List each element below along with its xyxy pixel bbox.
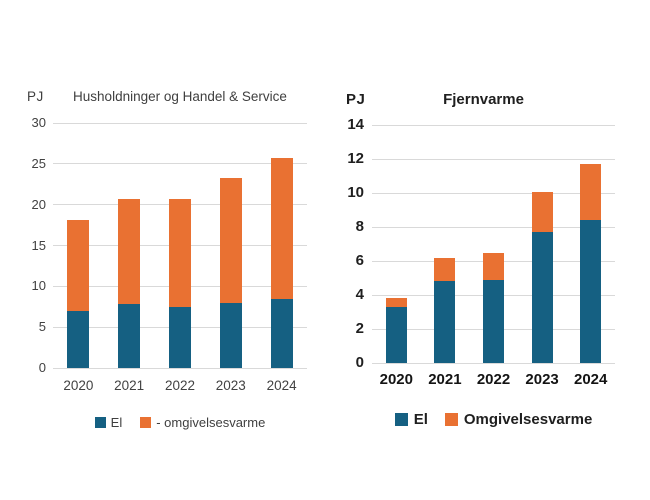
plot-area: 0 2 4 6 8 10 12 14 2020 2021 2022 2023 2024 [347,116,615,388]
bar-segment-omgivelsesvarme [118,198,141,305]
y-tick-label: 14 [347,116,364,133]
y-tick-label: 20 [31,196,46,212]
legend-swatch-el [394,413,408,426]
bar-segment-el [270,298,293,368]
bar-segment-omgivelsesvarme [169,198,191,307]
x-tick-label: 2022 [164,378,196,393]
gridline [53,367,307,369]
y-tick-label: 6 [355,252,364,269]
plot-area: 0 5 10 15 20 25 30 2020 2021 2022 2023 2024 [32,115,307,393]
x-tick-label: 2022 [476,371,511,388]
x-tick-label: 2021 [114,378,145,393]
chart-title: Husholdninger og Handel & Service [73,89,287,104]
gridline [372,124,615,126]
gridline [372,192,615,194]
legend-item-el: El [94,415,123,430]
gridline [372,158,615,160]
bar-segment-omgivelsesvarme [580,164,602,221]
x-tick-label: 2023 [215,378,246,393]
gridline [372,226,615,228]
y-tick-label: 25 [31,155,46,171]
x-tick-label: 2021 [428,371,462,388]
y-tick-label: 12 [347,150,364,167]
bar-segment-omgivelsesvarme [270,158,293,299]
gridline [53,163,307,165]
x-tick-label: 2020 [63,378,94,393]
chart-title: Fjernvarme [443,91,524,108]
y-tick-label: 4 [355,286,364,303]
y-tick-label: 0 [38,360,46,375]
legend-label-el: El [413,411,428,428]
bar-segment-omgivelsesvarme [385,297,407,307]
bar-segment-omgivelsesvarme [483,252,504,280]
y-tick-label: 2 [355,320,364,337]
gridline [372,362,615,364]
gridline [53,122,307,124]
bar-segment-el [169,306,191,368]
legend-swatch-omgivelsesvarme [140,417,152,428]
bar-segment-omgivelsesvarme [219,177,242,303]
legend-label-omgivelsesvarme: - omgivelsesvarme [156,415,266,430]
bar-segment-el [531,232,553,363]
bar-segment-el [434,281,456,363]
bar-segment-el [580,220,602,363]
x-tick-label: 2024 [266,378,297,393]
y-tick-label: 8 [355,218,364,235]
y-tick-label: 30 [31,115,46,130]
y-tick-label: 0 [355,354,364,371]
y-tick-label: 10 [31,278,46,294]
bar-segment-omgivelsesvarme [434,257,456,282]
legend-swatch-omgivelsesvarme [444,413,458,426]
bar-segment-el [219,302,242,368]
bar-segment-el [67,310,90,368]
y-tick-label: 15 [31,237,46,253]
legend-item-omgivelsesvarme: Omgivelsesvarme [444,411,593,428]
x-tick-label: 2023 [525,371,559,388]
bar-segment-el [385,306,407,363]
bar-segment-el [483,279,504,363]
legend: El Omgivelsesvarme [362,411,625,428]
y-axis-unit-label: PJ [346,91,366,108]
legend-label-el: El [110,415,123,430]
bar-segment-omgivelsesvarme [531,192,553,233]
legend-item-omgivelsesvarme: - omgivelsesvarme [140,415,265,430]
legend-label-omgivelsesvarme: Omgivelsesvarme [463,411,593,428]
legend: El - omgivelsesvarme [43,415,317,430]
legend-swatch-el [94,417,106,428]
y-tick-label: 10 [347,184,364,201]
y-tick-label: 5 [38,319,46,335]
bar-segment-el [118,304,141,368]
x-tick-label: 2024 [574,371,608,388]
x-tick-label: 2020 [379,371,413,388]
legend-item-el: El [394,411,428,428]
y-axis-unit-label: PJ [27,89,44,104]
bar-segment-omgivelsesvarme [67,220,90,311]
